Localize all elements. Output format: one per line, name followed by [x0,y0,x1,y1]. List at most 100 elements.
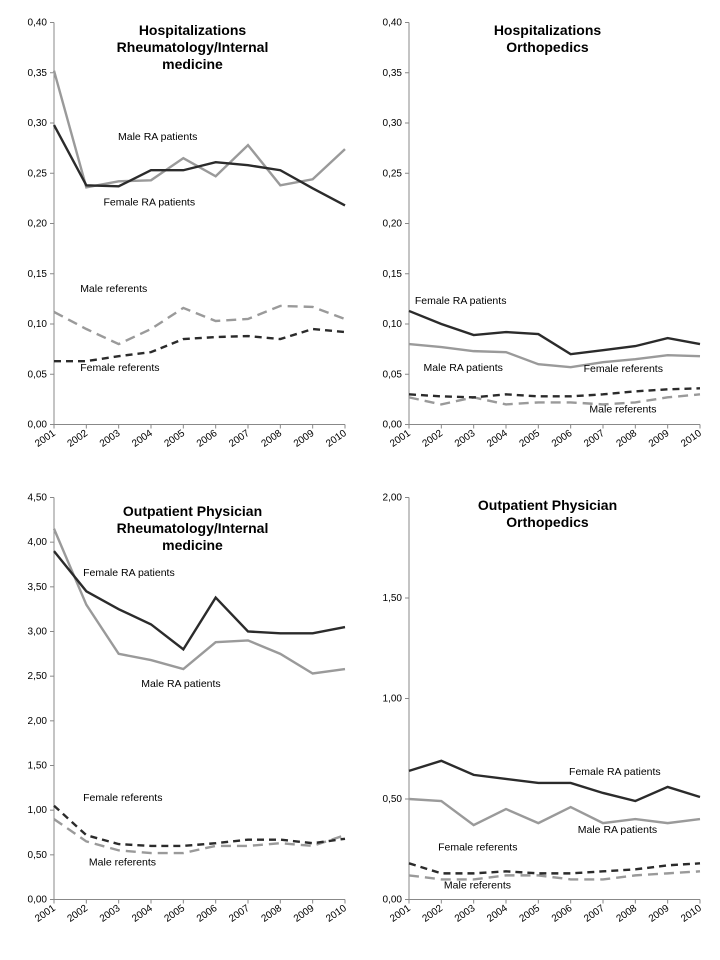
x-tick-label: 2010 [324,428,349,450]
y-tick-label: 1,50 [28,761,48,772]
x-tick-label: 2004 [130,903,155,925]
x-tick-label: 2006 [550,428,575,450]
series-female_ra [54,551,345,649]
x-tick-label: 2009 [647,903,672,925]
y-tick-label: 4,50 [28,493,48,504]
series-annotation: Female RA patients [415,295,507,307]
panel-hosp-rheum: Hospitalizations Rheumatology/Internal m… [10,10,355,475]
x-tick-label: 2006 [550,903,575,925]
y-tick-label: 1,00 [383,694,403,705]
x-tick-label: 2009 [647,428,672,450]
y-tick-label: 0,10 [383,319,403,330]
y-tick-label: 0,30 [28,118,48,129]
series-annotation: Male RA patients [424,362,503,374]
series-annotation: Female referents [80,362,159,374]
x-tick-label: 2001 [33,428,58,450]
series-annotation: Female referents [83,792,162,804]
panel-out-ortho: Outpatient Physician Orthopedics0,000,50… [365,485,710,950]
x-tick-label: 2005 [163,903,188,925]
series-female_ref [409,388,700,397]
x-tick-label: 2002 [421,428,446,450]
chart-title: Hospitalizations Orthopedics [395,22,700,56]
series-annotation: Female RA patients [569,766,661,778]
series-female_ref [409,863,700,873]
chart-svg: 0,000,050,100,150,200,250,300,350,402001… [10,10,355,475]
chart-svg: 0,000,050,100,150,200,250,300,350,402001… [365,10,710,475]
y-tick-label: 0,30 [383,118,403,129]
series-annotation: Male referents [89,857,156,869]
series-annotation: Male referents [589,403,656,415]
y-tick-label: 1,00 [28,805,48,816]
x-tick-label: 2006 [195,903,220,925]
x-tick-label: 2002 [66,903,91,925]
y-tick-label: 0,00 [28,420,48,431]
x-tick-label: 2004 [485,428,510,450]
series-annotation: Female referents [438,841,517,853]
x-tick-label: 2004 [485,903,510,925]
series-annotation: Female RA patients [103,196,195,208]
y-tick-label: 0,50 [28,850,48,861]
x-tick-label: 2003 [453,903,478,925]
series-male_ref [54,819,345,853]
y-tick-label: 0,00 [383,895,403,906]
x-tick-label: 2010 [324,903,349,925]
x-tick-label: 2005 [163,428,188,450]
y-tick-label: 3,50 [28,582,48,593]
x-tick-label: 2003 [98,903,123,925]
x-tick-label: 2010 [679,903,704,925]
x-tick-label: 2003 [98,428,123,450]
panel-out-rheum: Outpatient Physician Rheumatology/Intern… [10,485,355,950]
x-tick-label: 2007 [582,428,607,450]
series-annotation: Male RA patients [578,824,657,836]
x-tick-label: 2003 [453,428,478,450]
y-tick-label: 0,15 [383,269,403,280]
x-tick-label: 2008 [260,903,285,925]
y-tick-label: 1,50 [383,593,403,604]
panel-hosp-ortho: Hospitalizations Orthopedics 0,00 0,05 0,10… [365,10,710,475]
series-annotation: Male RA patients [118,131,197,143]
series-annotation: Female RA patients [83,567,175,579]
x-tick-label: 2001 [388,428,413,450]
x-tick-label: 2007 [582,903,607,925]
y-tick-label: 0,20 [28,219,48,230]
chart-svg: 0,000,501,001,502,002,503,003,504,004,50… [10,485,355,950]
chart-svg: 0,000,501,001,502,0020012002200320042005… [365,485,710,950]
chart-title: Hospitalizations Rheumatology/Internal m… [40,22,345,72]
y-tick-label: 0,25 [28,168,48,179]
x-tick-label: 2006 [195,428,220,450]
x-tick-label: 2009 [292,903,317,925]
x-tick-label: 2002 [421,903,446,925]
series-male_ra [54,71,345,188]
y-tick-label: 0,35 [383,68,403,79]
y-tick-label: 0,10 [28,319,48,330]
x-tick-label: 2002 [66,428,91,450]
chart-title: Outpatient Physician Rheumatology/Intern… [40,503,345,553]
y-tick-label: 0,05 [28,369,48,380]
x-tick-label: 2008 [615,903,640,925]
x-tick-label: 2008 [615,428,640,450]
x-tick-label: 2005 [518,428,543,450]
x-tick-label: 2007 [227,428,252,450]
y-tick-label: 0,15 [28,269,48,280]
series-annotation: Male referents [80,283,147,295]
y-tick-label: 0,00 [383,420,403,431]
chart-grid: Hospitalizations Rheumatology/Internal m… [10,10,710,950]
chart-title: Outpatient Physician Orthopedics [395,497,700,531]
series-female_ref [54,806,345,846]
x-tick-label: 2010 [679,428,704,450]
series-female_ra [54,125,345,205]
y-tick-label: 0,05 [383,369,403,380]
x-tick-label: 2009 [292,428,317,450]
x-tick-label: 2005 [518,903,543,925]
series-annotation: Male RA patients [141,678,220,690]
x-tick-label: 2008 [260,428,285,450]
x-tick-label: 2007 [227,903,252,925]
x-tick-label: 2001 [388,903,413,925]
x-tick-label: 2001 [33,903,58,925]
y-tick-label: 2,50 [28,671,48,682]
y-tick-label: 0,50 [383,794,403,805]
series-annotation: Female referents [584,363,663,375]
y-tick-label: 3,00 [28,627,48,638]
series-male_ra [409,799,700,825]
y-tick-label: 0,00 [28,895,48,906]
